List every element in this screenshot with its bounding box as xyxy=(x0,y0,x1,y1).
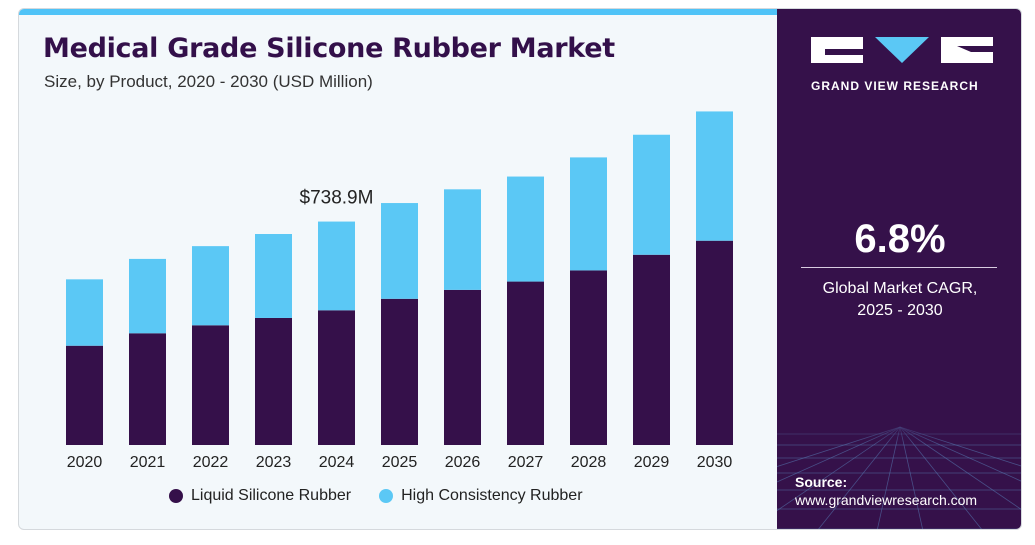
brand-logo: GRAND VIEW RESEARCH xyxy=(811,35,993,93)
bar-high-2020 xyxy=(66,279,103,346)
legend-label-liquid: Liquid Silicone Rubber xyxy=(191,487,352,504)
cagr-label-line2: 2025 - 2030 xyxy=(857,302,943,319)
bar-liquid-2022 xyxy=(192,325,229,445)
cagr-label-line1: Global Market CAGR, xyxy=(822,280,978,297)
x-tick-label: 2024 xyxy=(319,454,355,471)
bar-high-2025 xyxy=(381,203,418,299)
chart-title: Medical Grade Silicone Rubber Market xyxy=(43,33,615,64)
x-tick-label: 2028 xyxy=(571,454,607,471)
side-panel: GRAND VIEW RESEARCH 6.8% Global Market C… xyxy=(777,9,1021,529)
bar-high-2029 xyxy=(633,134,670,255)
logo-icon xyxy=(811,37,993,63)
divider xyxy=(801,267,997,268)
bar-high-2021 xyxy=(129,258,166,334)
bar-high-2024 xyxy=(318,221,355,311)
bar-high-2023 xyxy=(255,234,292,318)
accent-bar xyxy=(19,9,779,15)
chart-legend: Liquid Silicone Rubber High Consistency … xyxy=(169,487,611,505)
dot-icon xyxy=(379,489,394,503)
source-label: Source: xyxy=(795,474,848,490)
bar-liquid-2026 xyxy=(444,289,481,445)
x-tick-label: 2030 xyxy=(697,454,733,471)
x-tick-label: 2021 xyxy=(130,454,166,471)
x-tick-label: 2022 xyxy=(193,454,229,471)
bar-high-2022 xyxy=(192,246,229,326)
brand-name: GRAND VIEW RESEARCH xyxy=(811,79,979,93)
x-tick-label: 2023 xyxy=(256,454,292,471)
value-annotation: $738.9M xyxy=(300,188,374,209)
bar-liquid-2030 xyxy=(696,240,733,445)
legend-label-high: High Consistency Rubber xyxy=(401,487,583,504)
cagr-value: 6.8% xyxy=(854,217,946,261)
chart-subtitle: Size, by Product, 2020 - 2030 (USD Milli… xyxy=(44,72,373,91)
infographic-card: Medical Grade Silicone Rubber Market Siz… xyxy=(18,8,1022,530)
bar-high-2030 xyxy=(696,111,733,241)
bar-liquid-2028 xyxy=(570,270,607,445)
source-link[interactable]: www.grandviewresearch.com xyxy=(795,492,978,508)
bar-liquid-2024 xyxy=(318,310,355,445)
grid-pattern xyxy=(777,414,1021,529)
bar-chart: 2020 2021 2022 2023 2024 $738.9M 2025 2026 2027 2… xyxy=(66,111,733,471)
bar-liquid-2021 xyxy=(129,333,166,445)
cagr-label: Global Market CAGR, 2025 - 2030 xyxy=(777,278,1021,322)
bar-liquid-2025 xyxy=(381,298,418,445)
x-tick-label: 2027 xyxy=(508,454,544,471)
x-tick-label: 2026 xyxy=(445,454,481,471)
bar-high-2026 xyxy=(444,189,481,290)
bar-liquid-2023 xyxy=(255,317,292,445)
x-tick-label: 2025 xyxy=(382,454,418,471)
bar-high-2027 xyxy=(507,176,544,282)
bar-liquid-2029 xyxy=(633,254,670,445)
legend-item-liquid: Liquid Silicone Rubber xyxy=(169,487,351,505)
bar-liquid-2027 xyxy=(507,281,544,445)
x-tick-label: 2029 xyxy=(634,454,670,471)
legend-item-high: High Consistency Rubber xyxy=(379,487,583,505)
dot-icon xyxy=(169,489,183,503)
bar-high-2028 xyxy=(570,157,607,271)
bar-liquid-2020 xyxy=(66,345,103,445)
x-tick-label: 2020 xyxy=(67,454,103,471)
